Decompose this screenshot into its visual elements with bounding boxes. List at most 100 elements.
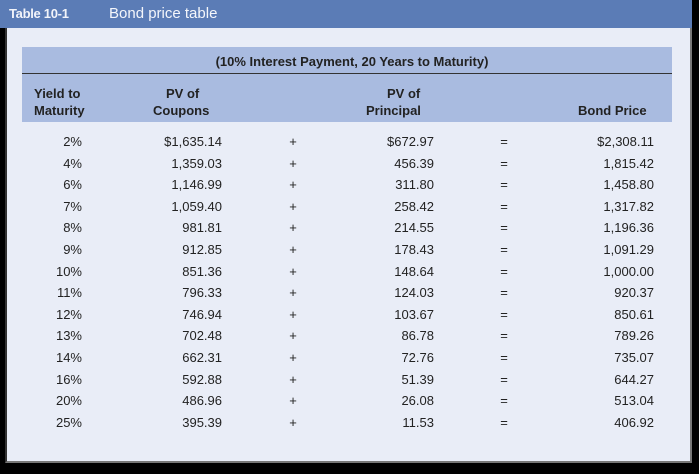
equals-operator: = bbox=[500, 350, 508, 365]
table-header: (10% Interest Payment, 20 Years to Matur… bbox=[22, 47, 672, 122]
principal-cell: 178.43 bbox=[394, 242, 434, 257]
bond-price-cell: $2,308.11 bbox=[597, 134, 654, 149]
bond-price-cell: 513.04 bbox=[614, 393, 654, 409]
plus-operator: + bbox=[289, 306, 297, 322]
coupons-cell: $1,635.14 bbox=[164, 134, 222, 149]
equals-operator: = bbox=[500, 328, 508, 344]
coupons-cell: 592.88 bbox=[182, 371, 222, 387]
equals-operator: = bbox=[500, 414, 508, 430]
table-row: 2% $1,635.14 + $672.97 = $2,308.11 bbox=[0, 134, 699, 154]
ytm-cell: 25% bbox=[55, 414, 82, 430]
ytm-cell: 13% bbox=[55, 328, 82, 344]
coupons-cell: 486.96 bbox=[182, 393, 222, 409]
table-row: 10% 851.36 +148.64 = 1,000.00 bbox=[0, 264, 699, 284]
plus-operator: + bbox=[289, 134, 297, 149]
coupons-cell: 395.39 bbox=[182, 414, 222, 430]
coupons-cell: 1,146.99 bbox=[171, 177, 222, 193]
table-row: 9% 912.85 +178.43 = 1,091.29 bbox=[0, 242, 699, 262]
plus-operator: + bbox=[289, 198, 297, 214]
equals-operator: = bbox=[500, 198, 508, 214]
ytm-cell: 12% bbox=[55, 306, 82, 322]
plus-operator: + bbox=[289, 285, 297, 301]
table-row: 14% 662.31 +72.76 = 735.07 bbox=[0, 350, 699, 370]
principal-cell: 72.76 bbox=[401, 350, 434, 365]
principal-cell: 214.55 bbox=[394, 220, 434, 236]
plus-operator: + bbox=[289, 414, 297, 430]
ytm-cell: 14% bbox=[55, 350, 82, 365]
table-row: 16% 592.88 +51.39 = 644.27 bbox=[0, 372, 699, 392]
col-header-bond-price: Bond Price bbox=[578, 103, 647, 118]
bond-price-cell: 1,091.29 bbox=[603, 242, 654, 257]
plus-operator: + bbox=[289, 328, 297, 344]
principal-cell: 148.64 bbox=[394, 263, 434, 279]
equals-operator: = bbox=[500, 242, 508, 257]
equals-operator: = bbox=[500, 263, 508, 279]
plus-operator: + bbox=[289, 155, 297, 171]
table-row: 20% 486.96 +26.08 = 513.04 bbox=[0, 393, 699, 413]
coupons-cell: 662.31 bbox=[182, 350, 222, 365]
principal-cell: 456.39 bbox=[394, 155, 434, 171]
bond-price-cell: 735.07 bbox=[614, 350, 654, 365]
col-header-principal: PV of Principal bbox=[366, 86, 421, 118]
table-row: 13% 702.48 +86.78 = 789.26 bbox=[0, 328, 699, 348]
plus-operator: + bbox=[289, 220, 297, 236]
coupons-cell: 1,359.03 bbox=[171, 155, 222, 171]
equals-operator: = bbox=[500, 371, 508, 387]
bond-price-cell: 1,000.00 bbox=[603, 263, 654, 279]
col-header-ytm: Yield to Maturity bbox=[34, 86, 85, 118]
bond-price-cell: 406.92 bbox=[614, 414, 654, 430]
ytm-cell: 4% bbox=[63, 155, 82, 171]
ytm-cell: 6% bbox=[63, 177, 82, 193]
ytm-cell: 16% bbox=[55, 371, 82, 387]
equals-operator: = bbox=[500, 285, 508, 301]
principal-cell: 103.67 bbox=[394, 306, 434, 322]
spanning-header: (10% Interest Payment, 20 Years to Matur… bbox=[215, 54, 489, 69]
ytm-cell: 7% bbox=[63, 198, 82, 214]
table-row: 8% 981.81 +214.55 = 1,196.36 bbox=[0, 220, 699, 240]
table-row: 12% 746.94 +103.67 = 850.61 bbox=[0, 307, 699, 327]
plus-operator: + bbox=[289, 350, 297, 365]
ytm-cell: 11% bbox=[56, 285, 82, 301]
bond-price-cell: 1,196.36 bbox=[603, 220, 654, 236]
table-title-bar: Table 10-1 Bond price table bbox=[0, 0, 692, 28]
coupons-cell: 851.36 bbox=[182, 263, 222, 279]
equals-operator: = bbox=[500, 220, 508, 236]
equals-operator: = bbox=[500, 155, 508, 171]
bond-price-cell: 1,815.42 bbox=[603, 155, 654, 171]
table-row: 11% 796.33 +124.03 = 920.37 bbox=[0, 285, 699, 305]
bond-price-cell: 789.26 bbox=[614, 328, 654, 344]
table-row: 7% 1,059.40 +258.42 = 1,317.82 bbox=[0, 199, 699, 219]
ytm-cell: 2% bbox=[63, 134, 82, 149]
principal-cell: 124.03 bbox=[394, 285, 434, 301]
equals-operator: = bbox=[500, 177, 508, 193]
bond-price-cell: 1,317.82 bbox=[603, 198, 654, 214]
plus-operator: + bbox=[289, 242, 297, 257]
ytm-cell: 10% bbox=[55, 263, 82, 279]
coupons-cell: 746.94 bbox=[182, 306, 222, 322]
principal-cell: 26.08 bbox=[401, 393, 434, 409]
principal-cell: 86.78 bbox=[401, 328, 434, 344]
col-header-coupons: PV of Coupons bbox=[153, 86, 210, 118]
plus-operator: + bbox=[289, 371, 297, 387]
coupons-cell: 981.81 bbox=[182, 220, 222, 236]
coupons-cell: 796.33 bbox=[182, 285, 222, 301]
table-row: 6% 1,146.99 +311.80 = 1,458.80 bbox=[0, 177, 699, 197]
table-title: Bond price table bbox=[109, 5, 218, 22]
principal-cell: 311.80 bbox=[395, 177, 434, 193]
coupons-cell: 1,059.40 bbox=[171, 198, 222, 214]
plus-operator: + bbox=[289, 177, 297, 193]
table-row: 4% 1,359.03 +456.39 = 1,815.42 bbox=[0, 156, 699, 176]
ytm-cell: 20% bbox=[55, 393, 82, 409]
coupons-cell: 702.48 bbox=[182, 328, 222, 344]
bond-price-cell: 1,458.80 bbox=[603, 177, 654, 193]
ytm-cell: 9% bbox=[63, 242, 82, 257]
principal-cell: 51.39 bbox=[401, 371, 434, 387]
equals-operator: = bbox=[500, 306, 508, 322]
equals-operator: = bbox=[500, 393, 508, 409]
header-rule bbox=[22, 73, 672, 74]
ytm-cell: 8% bbox=[63, 220, 82, 236]
coupons-cell: 912.85 bbox=[182, 242, 222, 257]
principal-cell: 258.42 bbox=[394, 198, 434, 214]
principal-cell: $672.97 bbox=[387, 134, 434, 149]
table-row: 25% 395.39 +11.53 = 406.92 bbox=[0, 415, 699, 435]
